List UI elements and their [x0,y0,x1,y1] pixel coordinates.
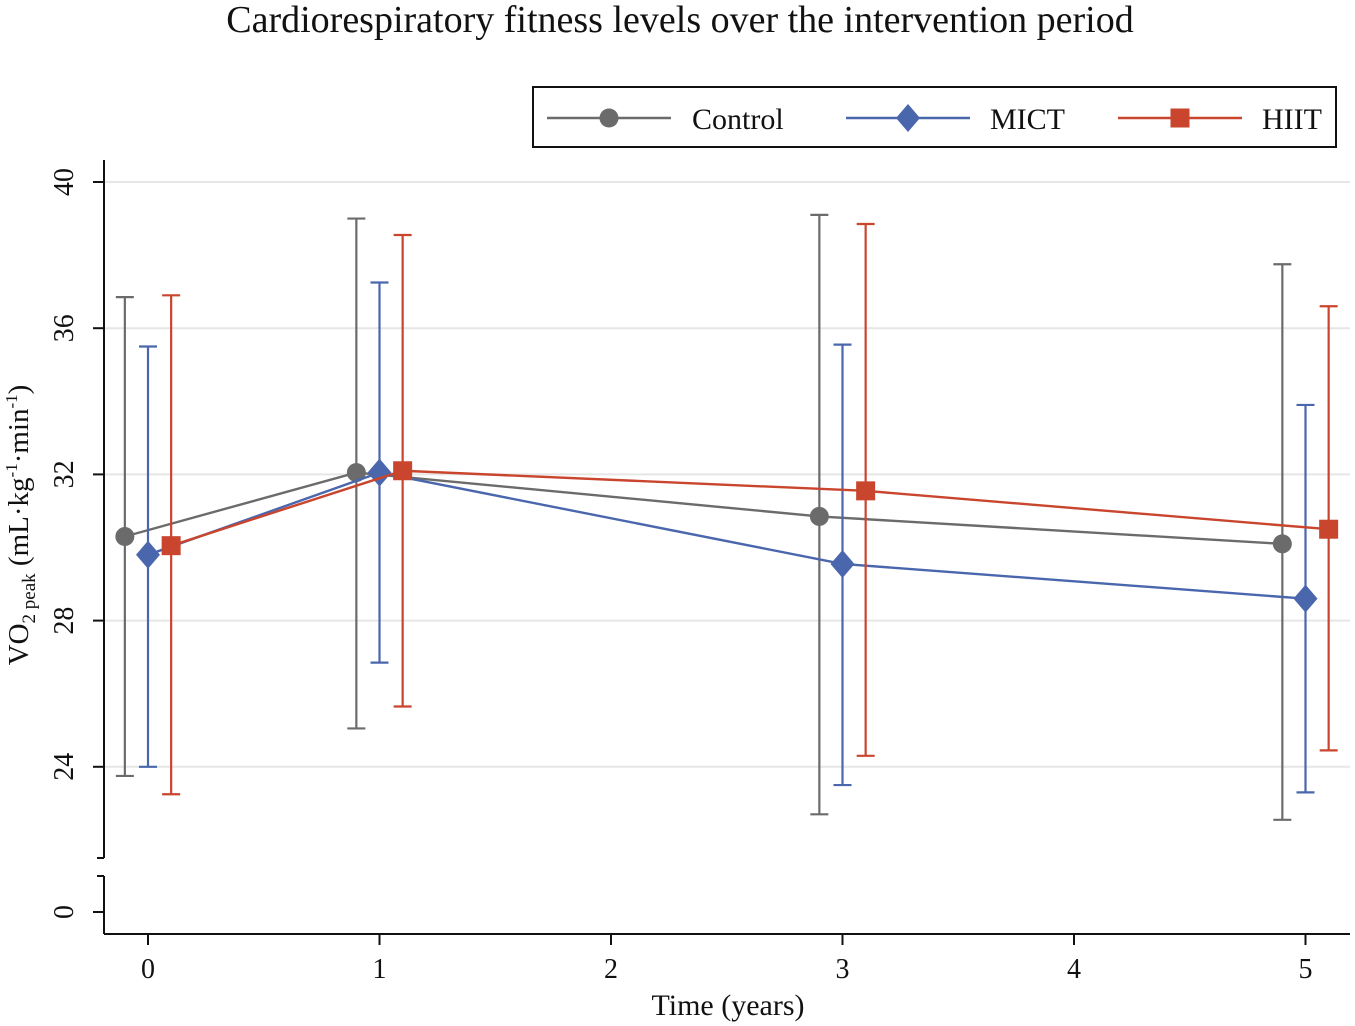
series-layer [115,213,1339,821]
data-point [346,463,366,483]
y-label-units-mid: ·min [3,408,35,463]
y-label-units-end: ) [3,385,35,395]
chart-title: Cardiorespiratory fitness levels over th… [226,0,1134,41]
legend-label: MICT [990,103,1065,136]
legend-item-control: Control [547,103,784,136]
data-point [1293,584,1318,613]
legend-marker [1170,108,1190,128]
y-label-exp1: -1 [2,463,21,477]
x-tick-label: 4 [1067,954,1081,985]
series-line [147,471,1306,600]
x-tick-label: 2 [604,954,618,985]
y-tick-label: 0 [49,905,80,919]
series-line [124,471,1283,546]
data-point [161,536,181,556]
x-ticks: 0 1 2 3 4 5 [141,934,1313,985]
y-label-subscript: 2 peak [19,573,40,624]
y-label-units: (mL·kg [3,477,35,573]
data-point [136,540,160,569]
data-point [830,549,855,578]
y-label-exp2: -1 [2,394,21,408]
y-tick-label: 32 [49,460,80,488]
data-point [1272,534,1292,554]
y-tick-label: 36 [49,314,80,342]
y-tick-label: 24 [49,753,80,781]
legend-item-mict: MICT [846,103,1065,136]
legend-marker [896,104,920,132]
y-tick-label: 28 [49,607,80,635]
y-ticks: 0 24 28 32 36 40 [49,168,104,919]
series-line [170,469,1329,547]
x-tick-label: 0 [141,954,155,985]
legend-item-hiit: HIIT [1118,103,1322,136]
y-axis-label: VO2 peak (mL·kg-1·min-1) [2,385,40,666]
legend-label: Control [692,103,784,136]
axes [97,160,1350,935]
data-point [856,481,876,501]
legend-marker [599,108,619,128]
data-point [115,527,135,547]
data-point [1319,519,1339,539]
series-hiit [161,222,1339,796]
x-tick-label: 1 [373,954,387,985]
y-tick-label: 40 [49,168,80,196]
grid [104,181,1350,768]
x-tick-label: 3 [836,954,850,985]
x-axis-label: Time (years) [651,989,804,1022]
series-control [115,213,1292,821]
legend-label: HIIT [1262,103,1322,136]
y-label-main: VO [3,623,35,665]
data-point [809,506,829,526]
data-point [393,461,413,481]
legend: Control MICT HIIT [532,86,1337,148]
x-tick-label: 5 [1299,954,1313,985]
